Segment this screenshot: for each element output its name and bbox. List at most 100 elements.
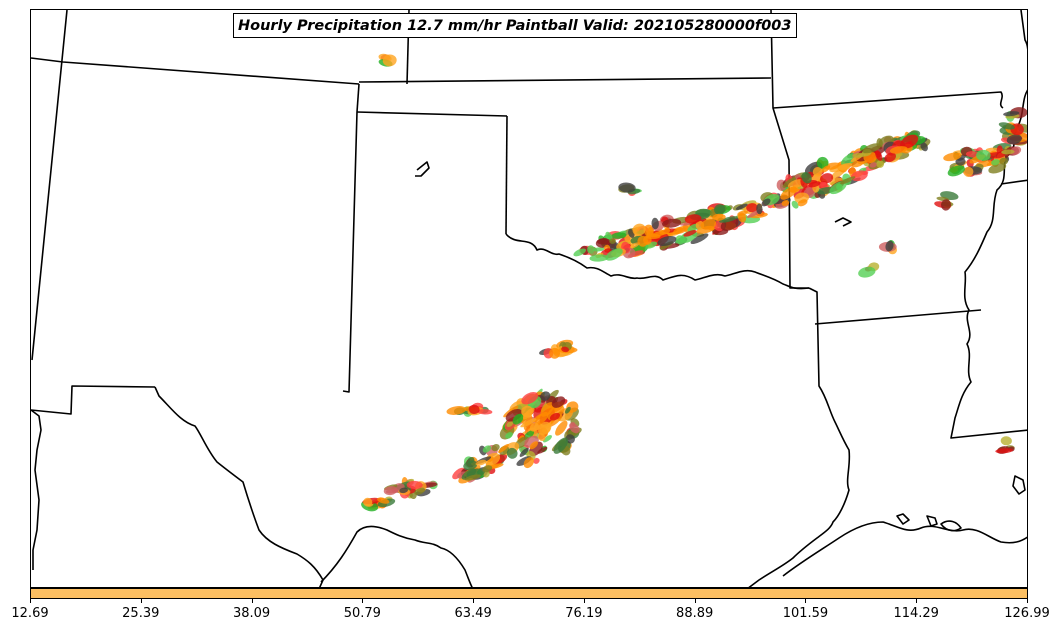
map-panel <box>30 9 1028 588</box>
precip-blob <box>876 160 885 168</box>
precip-blob <box>592 247 605 252</box>
precip-blob <box>999 157 1008 165</box>
precip-blob <box>643 235 652 245</box>
precip-blob <box>963 166 974 177</box>
precip-blob <box>781 200 790 207</box>
precip-blob <box>991 159 1000 166</box>
precip-blob <box>414 487 426 495</box>
precip-blob <box>618 182 636 193</box>
boundary-mexico-west <box>31 409 42 570</box>
boundary-illinois-ohio <box>1020 10 1027 50</box>
precip-blob <box>498 444 509 453</box>
precip-blob <box>889 146 908 154</box>
colorbar-tick-label: 12.69 <box>11 606 49 621</box>
precip-blob <box>482 465 493 473</box>
precip-blob <box>850 170 868 182</box>
precip-blob <box>885 240 894 252</box>
boundary-missouri-west <box>770 10 809 289</box>
precip-blob <box>820 173 834 184</box>
precip-blob <box>506 447 518 459</box>
precip-blob <box>690 233 709 244</box>
colorbar-tick-mark <box>1027 599 1028 603</box>
precip-blob <box>780 186 797 200</box>
precip-blob <box>875 150 883 161</box>
precip-blob <box>506 421 514 428</box>
precip-blob <box>995 448 1013 454</box>
boundary-west-upper <box>31 10 68 361</box>
precip-blob <box>787 179 805 189</box>
precip-blob <box>475 459 487 466</box>
precip-blob <box>564 406 571 414</box>
precip-blob <box>605 248 623 261</box>
precip-blob <box>1001 149 1015 155</box>
precip-blob <box>821 165 831 173</box>
boundary-wyoming-south <box>31 57 360 85</box>
boundary-texas-southwest <box>154 386 324 587</box>
precip-blob <box>719 216 738 223</box>
colorbar-tick-mark <box>583 599 585 603</box>
precip-blob <box>869 162 877 168</box>
boundary-arkansas-south <box>814 309 982 325</box>
colorbar-tick-label: 76.19 <box>565 606 603 621</box>
precip-blob <box>363 497 373 507</box>
precip-blob <box>651 217 659 230</box>
precip-blob <box>712 213 726 221</box>
precip-blob <box>505 432 513 439</box>
precip-blob <box>533 457 540 464</box>
precip-blob <box>512 413 524 425</box>
precip-blob <box>609 238 616 244</box>
colorbar-tick-mark <box>251 599 253 603</box>
colorbar-tick-label: 63.49 <box>454 606 492 621</box>
precip-blob <box>555 420 568 436</box>
precip-blob <box>987 152 1005 159</box>
colorbar-tick-label: 88.89 <box>676 606 714 621</box>
precip-blob <box>569 423 580 434</box>
precip-blob <box>812 166 823 177</box>
precip-blob <box>446 406 467 415</box>
precip-blob <box>520 418 537 428</box>
precip-blob <box>589 254 609 262</box>
precip-blob <box>491 443 500 452</box>
boundary-nm-north <box>356 83 360 113</box>
precip-blob <box>838 164 851 171</box>
precip-blob <box>519 447 529 457</box>
colorbar-tick-mark <box>30 599 31 603</box>
colorbar-tick-mark <box>362 599 364 603</box>
precip-blob <box>852 152 866 158</box>
precip-blob <box>549 412 561 421</box>
map-title: Hourly Precipitation 12.7 mm/hr Paintbal… <box>233 13 797 38</box>
precip-blob <box>522 407 535 420</box>
precip-blob <box>537 446 548 454</box>
colorbar-tick-label: 38.09 <box>232 606 271 621</box>
colorbar-tick-label: 101.59 <box>782 606 829 621</box>
boundary-gulf-coast <box>782 521 1027 577</box>
precip-blob <box>482 445 492 453</box>
colorbar-tick-mark <box>694 599 696 603</box>
boundary-islands-2 <box>926 515 938 527</box>
precip-blob <box>797 199 808 207</box>
colorbar-tick-label: 25.39 <box>122 606 160 621</box>
precip-blob <box>377 497 390 504</box>
precip-blob <box>700 219 717 230</box>
precip-blob <box>540 391 551 401</box>
precip-blob <box>884 152 896 163</box>
precip-blob <box>1000 436 1012 446</box>
precip-blob <box>645 241 658 249</box>
precip-blob <box>840 176 856 185</box>
precip-blob <box>611 232 627 239</box>
precip-blob <box>662 218 682 228</box>
boundary-nm-east <box>342 111 358 393</box>
boundary-islands-3 <box>940 520 962 532</box>
precip-blob <box>976 149 991 161</box>
precip-blob <box>464 474 481 481</box>
precip-blob <box>551 396 566 408</box>
precip-blob <box>657 235 677 247</box>
precip-blob <box>683 229 697 237</box>
precip-blob <box>1003 111 1020 117</box>
precip-blob <box>791 200 799 209</box>
precip-blob <box>537 433 546 442</box>
precip-blob <box>587 245 595 254</box>
colorbar-tick-mark <box>473 599 475 603</box>
precip-blob <box>535 411 549 426</box>
